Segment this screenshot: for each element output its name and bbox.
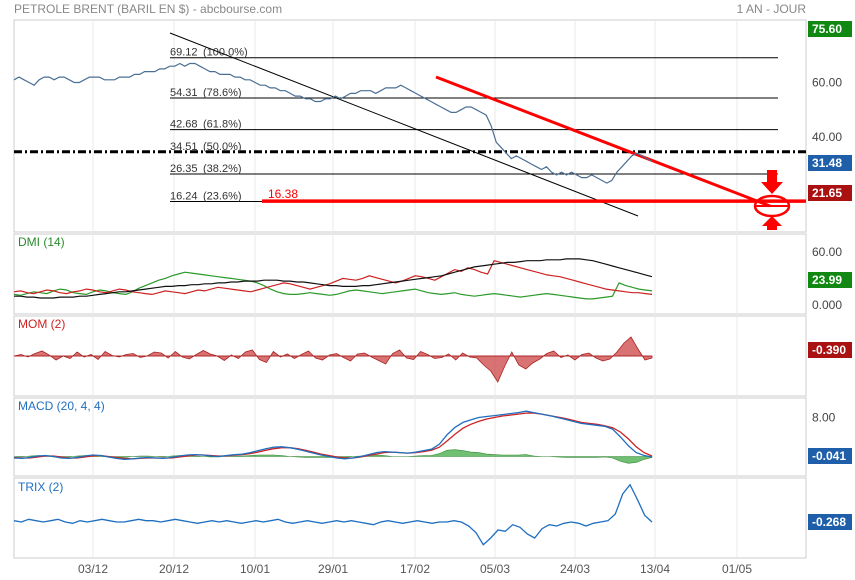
- trix-series: -0.268: [13, 483, 852, 546]
- adx-line: [14, 258, 653, 299]
- price-y-tick-label: 40.00: [812, 130, 842, 144]
- x-axis: 03/12 20/12 10/01 29/01 17/02 05/03 24/03 13/04…: [78, 562, 752, 576]
- price-last-badge-bg: [808, 155, 852, 171]
- price-top-badge: 75.60: [812, 22, 842, 36]
- dmi-minus-line: [13, 259, 653, 296]
- x-tick-label: 03/12: [78, 562, 108, 576]
- macd-line: [13, 410, 653, 461]
- x-tick-label: 20/12: [159, 562, 189, 576]
- mom-series: -0.390: [13, 336, 852, 383]
- trix-badge-bg: [808, 514, 852, 530]
- support-value-label: 16.38: [268, 187, 298, 201]
- mom-badge-bg: [808, 342, 852, 358]
- macd-badge-bg: [808, 448, 852, 464]
- trix-title: TRIX (2): [18, 480, 63, 494]
- dmi-y-tick-label: 60.00: [812, 245, 842, 259]
- macd-panel: [13, 397, 807, 477]
- fib-value-label: 69.12: [170, 47, 198, 59]
- dmi-panel: [13, 233, 807, 315]
- dmi-series: 60.00 0.000 23.99: [13, 245, 852, 312]
- dmi-y-tick-label: 0.000: [812, 298, 842, 312]
- dmi-badge-bg: [808, 272, 852, 288]
- price-target-badge: 21.65: [812, 186, 842, 200]
- x-tick-label: 13/04: [640, 562, 670, 576]
- dmi-title: DMI (14): [18, 235, 65, 249]
- fib-percent-label: (100.0%): [203, 47, 248, 59]
- price-y-tick-label: 60.00: [812, 76, 842, 90]
- x-tick-label: 10/01: [240, 562, 270, 576]
- dmi-badge: 23.99: [812, 273, 842, 287]
- price-badges: 75.60 31.48 21.65: [808, 21, 852, 201]
- fib-percent-label: (61.8%): [203, 119, 242, 131]
- trix-badge: -0.268: [812, 515, 846, 529]
- x-tick-label: 17/02: [400, 562, 430, 576]
- x-tick-label: 29/01: [318, 562, 348, 576]
- fib-value-label: 16.24: [170, 190, 198, 202]
- support-level: 16.38: [262, 170, 806, 230]
- down-arrow-icon: [761, 170, 783, 194]
- x-tick-label: 24/03: [560, 562, 590, 576]
- macd-title: MACD (20, 4, 4): [18, 399, 105, 413]
- price-series: [13, 62, 653, 184]
- price-y-axis: 60.00 40.00: [812, 76, 842, 144]
- x-tick-label: 05/03: [480, 562, 510, 576]
- fib-percent-label: (78.6%): [203, 87, 242, 99]
- fib-value-label: 42.68: [170, 119, 198, 131]
- price-panel: [13, 19, 807, 233]
- trix-line: [13, 483, 653, 546]
- up-arrow-icon: [762, 216, 782, 230]
- trix-panel: [13, 477, 807, 559]
- fib-percent-label: (38.2%): [203, 163, 242, 175]
- black-trend-line: [169, 32, 639, 217]
- macd-badge: -0.041: [812, 449, 846, 463]
- dmi-plus-line: [13, 271, 653, 300]
- x-tick-label: 01/05: [722, 562, 752, 576]
- fib-value-label: 54.31: [170, 87, 198, 99]
- chart-title: PETROLE BRENT (BARIL EN $) - abcbourse.c…: [14, 2, 282, 16]
- fib-value-label: 26.35: [170, 163, 198, 175]
- red-trend-line: [435, 75, 771, 208]
- mom-title: MOM (2): [18, 317, 65, 331]
- price-target-badge-bg: [808, 185, 852, 201]
- fib-percent-label: (23.6%): [203, 190, 242, 202]
- price-last-badge: 31.48: [812, 156, 842, 170]
- fib-value-label: 34.51: [170, 141, 198, 153]
- macd-series: 8.00 -0.041: [13, 410, 852, 464]
- price-line: [13, 62, 653, 184]
- vertical-gridlines: [92, 20, 738, 558]
- trend-lines: [169, 32, 771, 217]
- fibonacci-levels: 69.12 (100.0%) 54.31 (78.6%) 42.68 (61.8%) 34.…: [14, 47, 806, 202]
- period-label: 1 AN - JOUR: [737, 2, 807, 16]
- fib-percent-label: (50.0%): [203, 141, 242, 153]
- mom-badge: -0.390: [812, 343, 846, 357]
- price-top-badge-bg: [808, 21, 852, 37]
- macd-y-tick-label: 8.00: [812, 411, 836, 425]
